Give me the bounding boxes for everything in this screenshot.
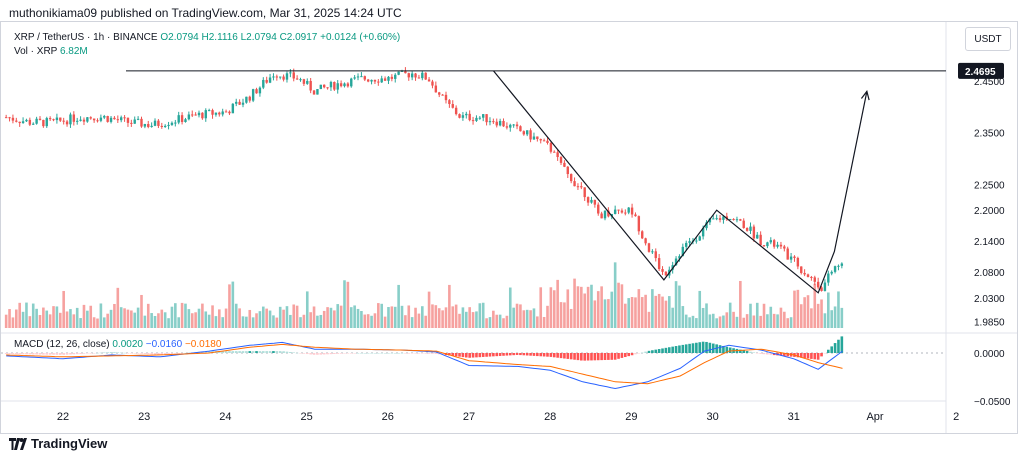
high-value: H2.1116 xyxy=(201,32,238,43)
close-value: C2.0917 xyxy=(279,32,318,43)
volume-value: 6.82M xyxy=(59,46,88,57)
currency-button[interactable]: USDT xyxy=(965,27,1011,51)
pair-label[interactable]: XRP / TetherUS · 1h · BINANCE xyxy=(14,32,158,43)
macd-label[interactable]: MACD (12, 26, close) xyxy=(14,339,110,350)
macd-value: 0.0020 xyxy=(112,339,143,350)
brand-label: TradingView xyxy=(31,436,108,451)
low-value: L2.0794 xyxy=(240,32,277,43)
published-caption: muthonikiama09 published on TradingView.… xyxy=(9,6,402,20)
macd-legend: MACD (12, 26, close) 0.0020 −0.0160 −0.0… xyxy=(14,339,221,350)
tradingview-logo-icon xyxy=(9,437,27,450)
volume-legend: Vol · XRP 6.82M xyxy=(14,46,88,57)
chart-frame[interactable] xyxy=(0,21,1018,434)
symbol-legend: XRP / TetherUS · 1h · BINANCE O2.0794 H2… xyxy=(14,32,400,43)
histogram-value: −0.0180 xyxy=(184,339,222,350)
volume-label[interactable]: Vol · XRP xyxy=(14,46,58,57)
signal-value: −0.0160 xyxy=(145,339,183,350)
open-value: O2.0794 xyxy=(160,32,199,43)
tradingview-brand: TradingView xyxy=(9,436,107,451)
change-value: +0.0124 (+0.60%) xyxy=(320,32,401,43)
